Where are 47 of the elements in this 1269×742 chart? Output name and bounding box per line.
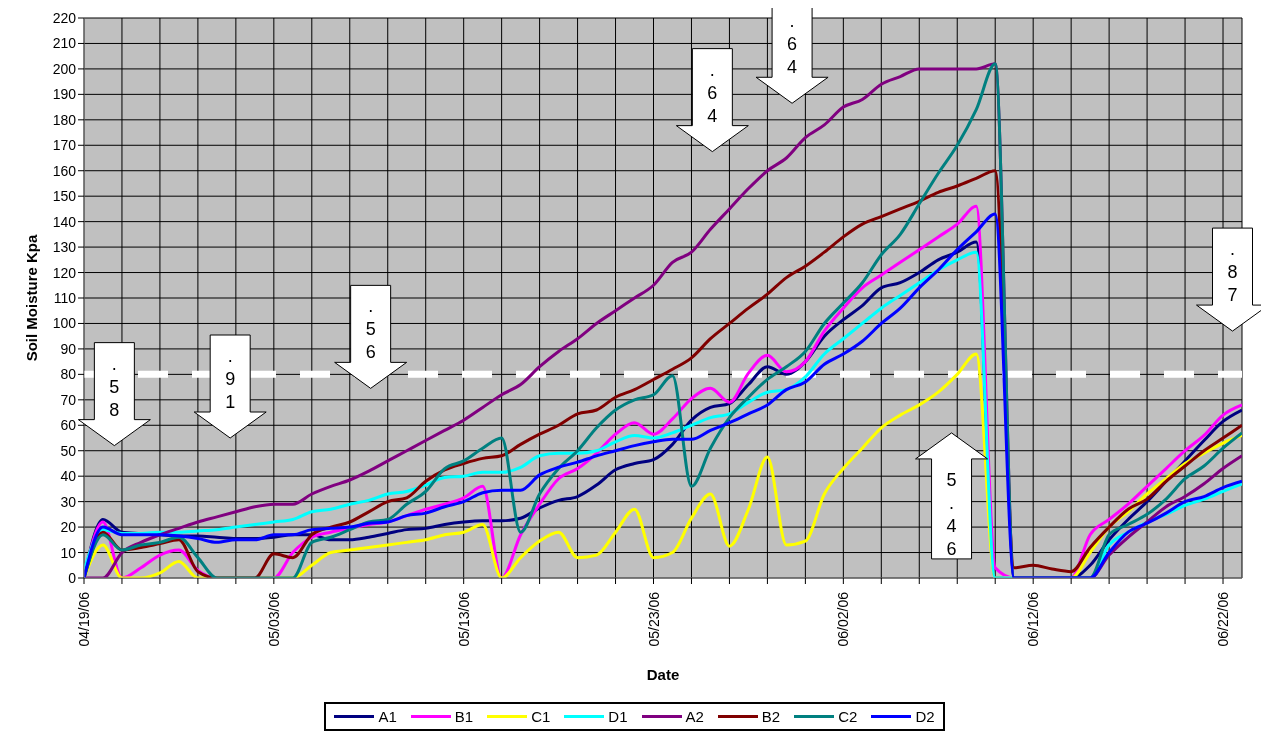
y-tick-label: 140: [52, 213, 77, 230]
annotation: .91: [225, 346, 236, 412]
y-tick-label: 60: [60, 417, 77, 434]
y-tick-label: 120: [52, 264, 77, 281]
legend-label: B2: [761, 708, 781, 725]
annotation: .64: [707, 59, 718, 126]
annotation: .64: [787, 11, 798, 78]
y-tick-label: 70: [60, 391, 77, 408]
y-tick-label: 100: [52, 315, 77, 332]
y-tick-label: 0: [68, 569, 77, 586]
annotation: .56: [365, 296, 376, 363]
y-tick-label: 190: [52, 86, 77, 103]
y-tick-label: 20: [60, 519, 77, 536]
x-axis-title: Date: [646, 666, 680, 683]
x-tick-label: 06/22/06: [1215, 591, 1232, 647]
x-tick-label: 04/19/06: [76, 591, 92, 647]
x-tick-label: 06/02/06: [835, 591, 852, 647]
y-tick-label: 210: [52, 35, 77, 52]
y-tick-label: 10: [60, 544, 77, 561]
y-tick-label: 170: [52, 137, 77, 154]
legend-label: A1: [378, 708, 397, 725]
annotation: .58: [109, 353, 120, 420]
y-tick-label: 80: [60, 366, 77, 383]
y-tick-label: 50: [60, 442, 77, 459]
y-tick-label: 90: [60, 340, 77, 357]
y-axis-title: Soil Moisture Kpa: [23, 234, 41, 362]
y-tick-label: 130: [52, 239, 77, 256]
y-tick-label: 40: [60, 468, 77, 485]
legend-label: B1: [454, 708, 474, 725]
y-tick-label: 110: [53, 289, 77, 306]
legend-label: D1: [608, 708, 628, 725]
x-tick-label: 05/23/06: [645, 591, 662, 647]
x-tick-label: 05/13/06: [455, 591, 472, 647]
y-tick-label: 150: [52, 188, 77, 205]
x-tick-label: 06/12/06: [1025, 591, 1042, 647]
y-tick-label: 160: [52, 162, 77, 179]
legend-label: C2: [838, 708, 858, 725]
annotation: 5.46: [946, 469, 957, 559]
y-tick-label: 220: [52, 9, 77, 26]
legend-label: C1: [531, 708, 551, 725]
y-tick-label: 200: [52, 60, 77, 77]
y-tick-label: 30: [60, 493, 77, 510]
x-tick-label: 05/03/06: [265, 591, 282, 647]
legend-label: A2: [685, 708, 704, 725]
annotation: .87: [1227, 239, 1238, 306]
legend-label: D2: [915, 708, 935, 725]
y-tick-label: 180: [52, 111, 77, 128]
